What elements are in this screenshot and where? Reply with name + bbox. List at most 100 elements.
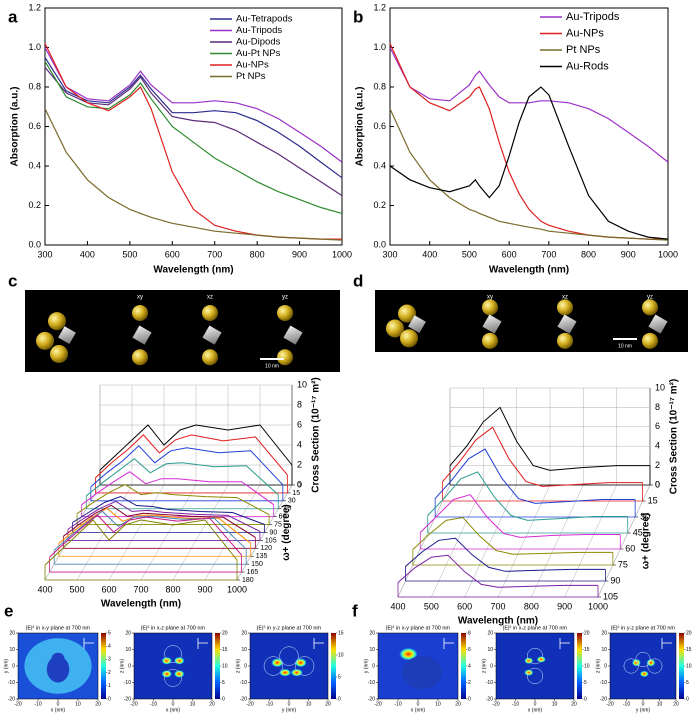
y-tick-label: 0.6 bbox=[373, 121, 386, 131]
x-tick-label: 1000 bbox=[332, 249, 352, 259]
cube bbox=[202, 325, 222, 345]
cube bbox=[283, 325, 303, 345]
field-hotspot bbox=[51, 652, 65, 664]
x-tick-label: 600 bbox=[101, 584, 116, 594]
x-tick-label: 900 bbox=[292, 249, 307, 259]
x-grid-line bbox=[464, 484, 517, 598]
x-tick-label: 10 bbox=[306, 701, 312, 707]
field-hotspot bbox=[278, 668, 292, 677]
z-tick-label: 8 bbox=[655, 402, 660, 412]
x-tick-label: 20 bbox=[325, 701, 331, 707]
x-tick-label: 1000 bbox=[227, 584, 247, 594]
angle-axis-label: ω+ (degree) bbox=[281, 504, 292, 561]
legend-label: Pt NPs bbox=[236, 71, 266, 82]
y-tick-label: 20 bbox=[125, 630, 131, 636]
legend-label: Au-Rods bbox=[566, 60, 609, 72]
y-tick-label: 1.0 bbox=[373, 42, 386, 52]
x-tick-label: 700 bbox=[490, 601, 505, 611]
x-tick-label: 0 bbox=[534, 701, 537, 707]
gold-sphere bbox=[277, 349, 293, 366]
y-axis-label: z (nm) bbox=[481, 659, 487, 674]
colorbar bbox=[461, 633, 466, 699]
angle-tick-label: 90 bbox=[270, 529, 278, 536]
y-tick-label: -10 bbox=[124, 680, 131, 686]
particle-outline bbox=[164, 669, 182, 687]
y-tick-label: 0.2 bbox=[373, 200, 386, 210]
gold-sphere bbox=[132, 304, 148, 321]
series-line bbox=[442, 426, 643, 487]
colorbar bbox=[331, 633, 336, 699]
angle-tick-label: 150 bbox=[251, 561, 263, 568]
z-tick-label: 2 bbox=[655, 460, 660, 470]
x-tick-label: -10 bbox=[512, 701, 519, 707]
x-tick-label: -10 bbox=[394, 701, 401, 707]
angle-tick-label: 45 bbox=[283, 506, 291, 513]
x-tick-label: -20 bbox=[606, 701, 613, 707]
x-tick-label: 400 bbox=[422, 249, 437, 259]
z-tick-label: 10 bbox=[297, 379, 307, 389]
x-tick-label: 500 bbox=[424, 601, 439, 611]
map-title: |E|² in x-z plane at 700 nm bbox=[503, 625, 567, 631]
view-label: xy bbox=[487, 295, 493, 301]
y-tick-label: 0.0 bbox=[373, 239, 386, 249]
y-tick-label: 0 bbox=[128, 663, 131, 669]
field-background bbox=[496, 633, 574, 699]
x-tick-label: 20 bbox=[95, 701, 101, 707]
field-hotspot bbox=[290, 668, 304, 677]
angle-tick-label: 105 bbox=[265, 537, 277, 544]
x-axis-label: y (nm) bbox=[636, 707, 651, 713]
x-grid-line bbox=[531, 484, 584, 598]
x-tick-label: 900 bbox=[557, 601, 572, 611]
gold-sphere bbox=[557, 332, 573, 349]
y-tick-label: 10 bbox=[369, 647, 375, 653]
colorbar-tick-label: 6 bbox=[468, 647, 471, 653]
gold-sphere bbox=[202, 304, 218, 321]
series-line bbox=[419, 494, 621, 538]
view-label: yz bbox=[282, 295, 288, 301]
view-label: xz bbox=[207, 295, 213, 301]
colorbar-tick-label: 5 bbox=[222, 680, 225, 686]
series-line bbox=[90, 445, 284, 488]
colorbar-tick-label: 20 bbox=[584, 630, 590, 636]
colorbar-tick-label: 2 bbox=[108, 670, 111, 676]
x-tick-label: 300 bbox=[382, 249, 397, 259]
y-tick-label: 0 bbox=[372, 663, 375, 669]
x-grid-line bbox=[597, 484, 651, 598]
x-tick-label: 500 bbox=[122, 249, 137, 259]
x-tick-label: 300 bbox=[37, 249, 52, 259]
z-axis-label: Cross Section (10⁻¹⁷ m²) bbox=[669, 379, 680, 495]
colorbar-tick-label: 8 bbox=[468, 630, 471, 636]
field-hotspot bbox=[161, 656, 173, 665]
x-grid-line bbox=[564, 484, 617, 598]
legend-label: Au-Tripods bbox=[236, 25, 282, 36]
y-axis-label: z (nm) bbox=[595, 659, 601, 674]
cube bbox=[408, 315, 426, 333]
cube bbox=[132, 325, 152, 345]
field-hotspot bbox=[646, 658, 656, 667]
x-tick-label: -20 bbox=[492, 701, 499, 707]
particle-outline bbox=[647, 658, 663, 674]
colorbar-tick-label: 0 bbox=[222, 696, 225, 702]
y-axis-label: z (nm) bbox=[119, 659, 125, 674]
series-line bbox=[85, 458, 279, 497]
series-line bbox=[44, 60, 343, 214]
cube bbox=[58, 326, 76, 344]
panel-label: b bbox=[353, 7, 363, 26]
legend-label: Au-Pt NPs bbox=[236, 48, 281, 59]
angle-tick-label: 135 bbox=[256, 553, 268, 560]
x-axis-label: Wavelength (nm) bbox=[101, 599, 181, 610]
angle-tick-label: 105 bbox=[603, 591, 618, 601]
field-hotspot bbox=[524, 669, 534, 676]
gold-sphere bbox=[482, 299, 498, 316]
y-tick-label: -20 bbox=[368, 696, 375, 702]
field-hotspot bbox=[402, 656, 442, 690]
y-tick-label: -20 bbox=[240, 696, 247, 702]
map-title: |E|² in x-y plane at 700 nm bbox=[26, 625, 90, 631]
angle-tick-label: 30 bbox=[640, 511, 650, 521]
series-line bbox=[449, 406, 650, 471]
colorbar bbox=[679, 633, 684, 699]
x-tick-label: 500 bbox=[462, 249, 477, 259]
field-hotspot bbox=[398, 647, 418, 661]
series-line bbox=[72, 495, 265, 525]
